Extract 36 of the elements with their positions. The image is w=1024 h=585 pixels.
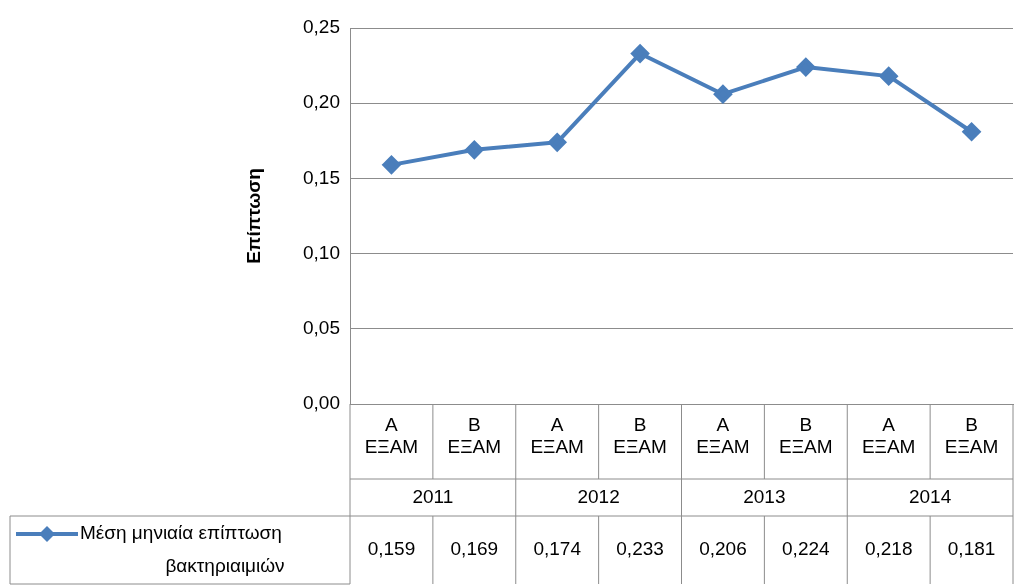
text: 0,206	[699, 538, 747, 560]
x-tick-label: Β ΕΞΑΜ	[613, 413, 667, 458]
text: 2012	[577, 485, 620, 507]
text: 2011	[412, 485, 454, 507]
text: 0,174	[533, 538, 581, 560]
point	[879, 67, 898, 86]
x-tick-label: Β ΕΞΑΜ	[944, 413, 999, 458]
text: 0,159	[367, 538, 416, 560]
y-tick-label: 0,25	[303, 16, 340, 38]
y-axis-title: Επίπτωση	[243, 168, 265, 264]
text: 0,169	[450, 538, 499, 560]
x-tick-label: Β ΕΞΑΜ	[447, 413, 502, 458]
text: 0,181	[947, 538, 996, 560]
point	[962, 122, 981, 141]
point	[548, 133, 567, 152]
point	[796, 58, 815, 77]
y-tick-label: 0,05	[303, 317, 340, 339]
x-tick-label: Α ΕΞΑΜ	[696, 413, 750, 458]
point	[713, 85, 732, 104]
y-tick-label: 0,00	[303, 392, 340, 414]
x-tick-label: Α ΕΞΑΜ	[364, 413, 419, 458]
x-tick-label: Β ΕΞΑΜ	[779, 413, 833, 458]
x-tick-label: Α ΕΞΑΜ	[530, 413, 584, 458]
legend-label: Μέση μηνιαία επίπτωση βακτηριαιμιών	[80, 522, 285, 577]
text: 0,218	[864, 538, 913, 560]
point	[465, 140, 484, 159]
y-tick-label: 0,20	[303, 91, 340, 113]
point	[382, 155, 401, 174]
text: 0,224	[782, 538, 830, 560]
x-tick-label: Α ΕΞΑΜ	[861, 413, 916, 458]
text: 2014	[908, 485, 952, 507]
y-tick-label: 0,15	[303, 166, 340, 188]
y-tick-label: 0,10	[303, 241, 340, 263]
text: 0,233	[616, 538, 664, 560]
text: 2013	[743, 485, 786, 507]
point	[631, 44, 650, 63]
